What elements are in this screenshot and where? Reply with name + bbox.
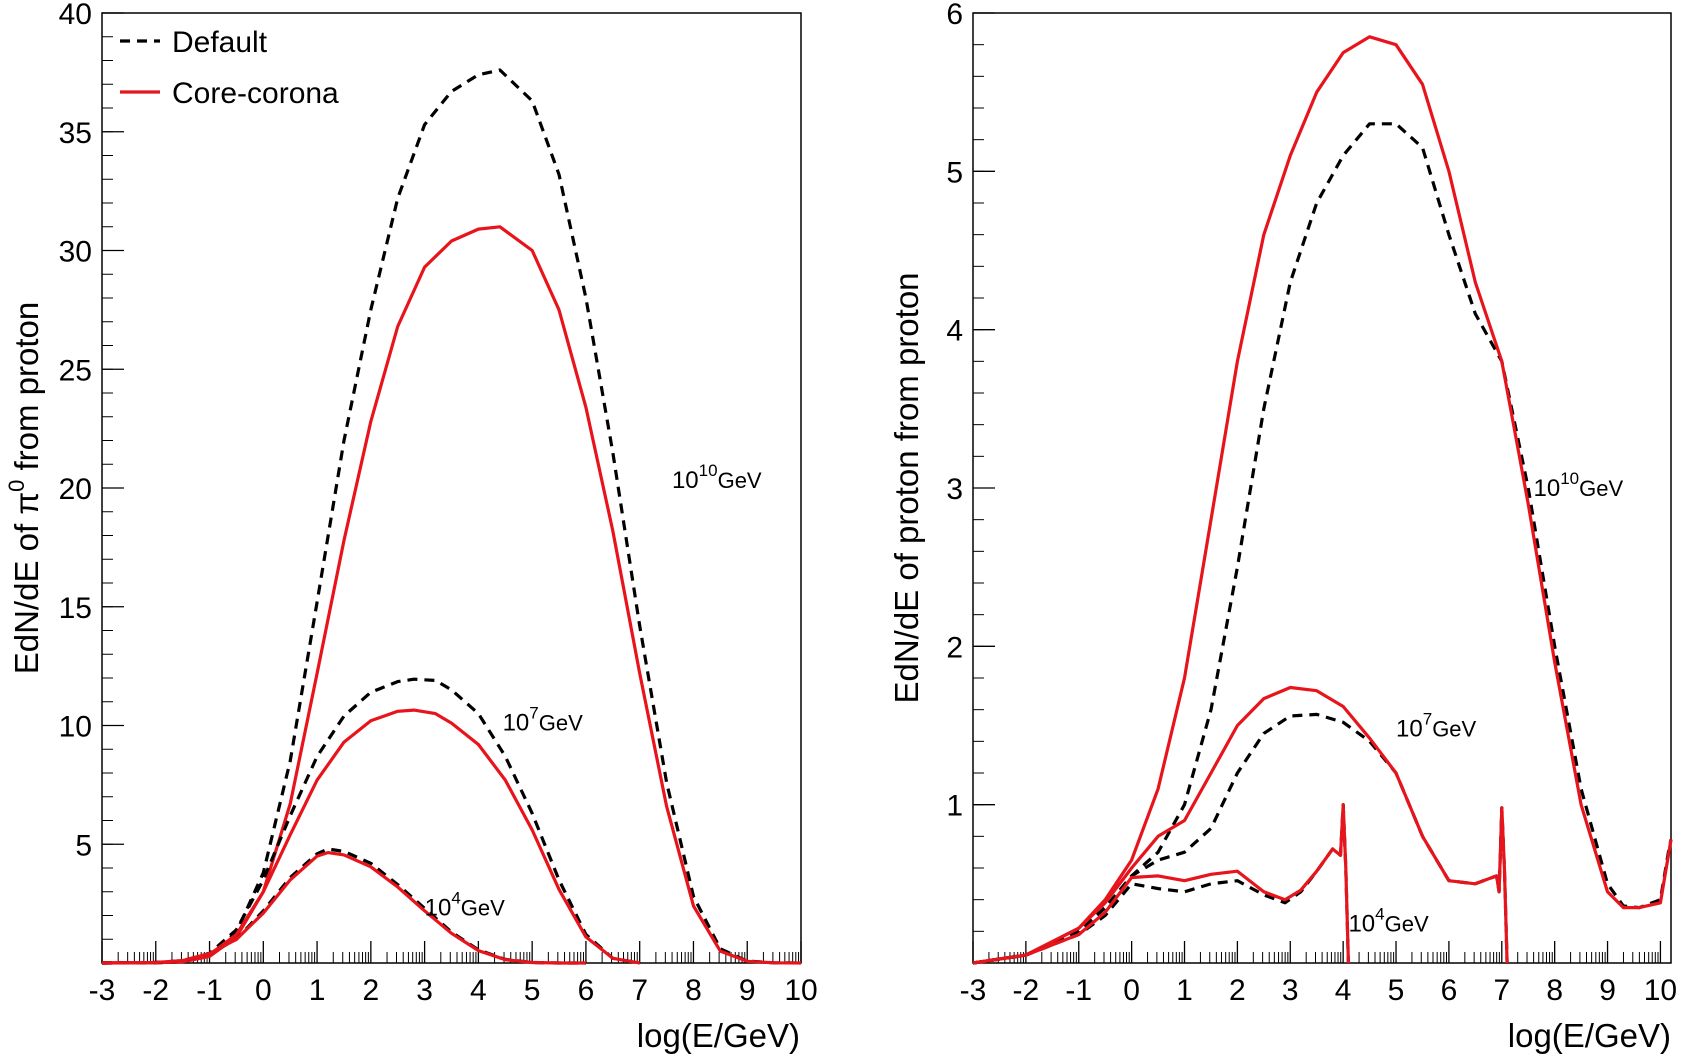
x-tick-label: -3 (89, 974, 116, 1007)
series-line (101, 850, 586, 965)
x-tick-label: 9 (739, 974, 756, 1007)
energy-annotation: 107GeV (503, 703, 584, 736)
energy-annotation: 104GeV (1348, 904, 1429, 937)
x-tick-label: 8 (685, 974, 702, 1007)
series-line (101, 677, 640, 965)
x-tick-label: 0 (255, 974, 272, 1007)
x-tick-label: 3 (1282, 974, 1299, 1007)
x-tick-label: 6 (578, 974, 595, 1007)
series-line (972, 803, 1350, 965)
series-line (972, 35, 1673, 965)
series-line (972, 122, 1673, 965)
x-tick-label: 7 (631, 974, 648, 1007)
x-tick-label: 9 (1599, 974, 1616, 1007)
y-tick-label: 4 (946, 315, 963, 348)
series-line (101, 708, 640, 965)
x-tick-label: 2 (1229, 974, 1246, 1007)
y-tick-label: 6 (946, 0, 963, 31)
y-tick-label: 10 (59, 711, 92, 744)
x-tick-label: 8 (1546, 974, 1563, 1007)
x-tick-label: 5 (524, 974, 541, 1007)
energy-annotation: 107GeV (1396, 710, 1477, 743)
x-tick-label: -2 (1013, 974, 1040, 1007)
series-line (101, 847, 586, 965)
series-line (101, 68, 802, 965)
y-tick-label: 5 (75, 829, 92, 862)
x-axis-title: log(E/GeV) (1508, 1017, 1671, 1054)
y-tick-label: 25 (59, 354, 92, 387)
y-tick-label: 3 (946, 473, 963, 506)
x-tick-label: -1 (196, 974, 223, 1007)
plot-frame (972, 12, 1672, 964)
y-tick-label: 40 (59, 0, 92, 31)
x-tick-label: 10 (784, 974, 817, 1007)
x-axis-title: log(E/GeV) (637, 1017, 800, 1054)
legend-label: Default (172, 26, 268, 59)
x-tick-label: -1 (1065, 974, 1092, 1007)
x-tick-label: 3 (416, 974, 433, 1007)
x-tick-label: -2 (142, 974, 169, 1007)
chart-right-proton: -3 -2 -1 0 1 2 3 4 5 6 7 8 9 10 1 2 3 4 5 6 log(E/GeV) EdN/dE… (888, 0, 1677, 1054)
x-tick-label: 4 (470, 974, 487, 1007)
y-tick-label: 30 (59, 236, 92, 269)
series-line (972, 685, 1509, 965)
energy-annotation: 104GeV (425, 889, 506, 922)
series-line (972, 803, 1350, 965)
x-tick-label: 1 (309, 974, 326, 1007)
y-axis-title: EdN/dE of π0 from proton (4, 302, 45, 675)
energy-annotation: 1010GeV (1534, 469, 1624, 502)
chart-left-pi0: -3 -2 -1 0 1 2 3 4 5 6 7 8 9 10 5 10 15 20 25 30 35 40 log(E/G… (4, 0, 818, 1054)
y-axis-title: EdN/dE of proton from proton (888, 272, 925, 703)
x-tick-label: 5 (1388, 974, 1405, 1007)
x-tick-label: 4 (1335, 974, 1352, 1007)
x-tick-label: 1 (1176, 974, 1193, 1007)
y-tick-label: 1 (946, 790, 963, 823)
y-tick-label: 2 (946, 631, 963, 664)
x-tick-label: 2 (363, 974, 380, 1007)
x-tick-label: -3 (960, 974, 987, 1007)
x-tick-label: 7 (1493, 974, 1510, 1007)
series-line (101, 225, 802, 965)
x-tick-label: 6 (1441, 974, 1458, 1007)
y-tick-label: 20 (59, 473, 92, 506)
x-tick-label: 0 (1123, 974, 1140, 1007)
energy-annotation: 1010GeV (672, 461, 762, 494)
y-tick-label: 15 (59, 592, 92, 625)
y-tick-label: 5 (946, 156, 963, 189)
legend-label: Core-corona (172, 77, 339, 110)
y-tick-label: 35 (59, 117, 92, 150)
x-tick-label: 10 (1644, 974, 1677, 1007)
